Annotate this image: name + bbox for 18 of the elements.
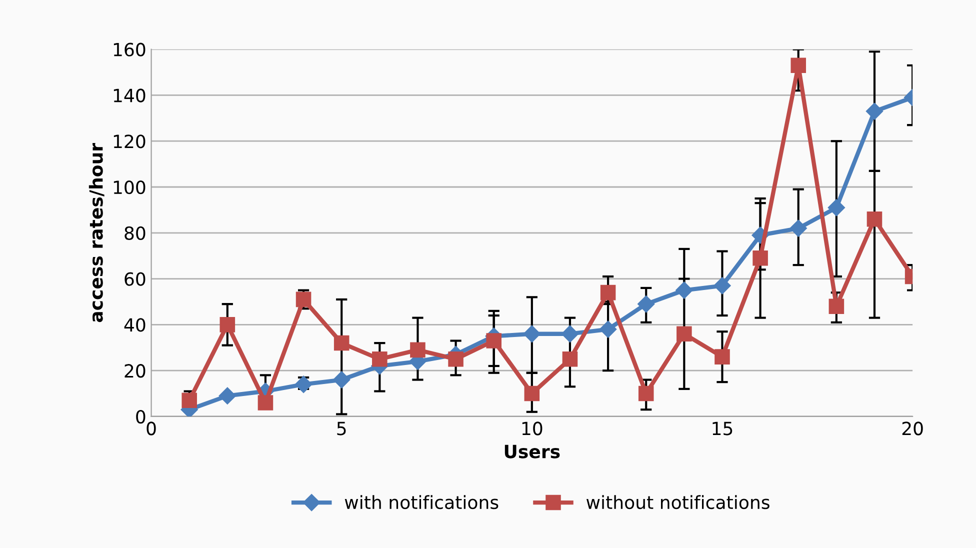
x-tick-label: 20 [902, 422, 923, 436]
y-tick-label: 140 [114, 88, 146, 102]
y-tick-label: 100 [114, 180, 146, 194]
x-tick-label: 5 [337, 422, 346, 436]
y-tick-label: 40 [124, 318, 146, 332]
legend-label: without notifications [586, 495, 770, 510]
y-tick-label: 80 [124, 226, 146, 240]
x-tick-label: 15 [712, 422, 732, 436]
y-tick-label: 20 [124, 364, 146, 378]
y-tick-label: 160 [114, 42, 146, 56]
y-axis-title: access rates/hour [88, 142, 104, 322]
x-tick-label: 0 [146, 422, 156, 436]
legend-label: with notifications [344, 495, 498, 510]
y-tick-label: 120 [114, 134, 146, 148]
y-tick-label: 60 [124, 272, 146, 286]
x-axis-title: Users [504, 444, 560, 458]
x-tick-label: 10 [522, 422, 542, 436]
y-tick-label: 0 [136, 410, 146, 424]
